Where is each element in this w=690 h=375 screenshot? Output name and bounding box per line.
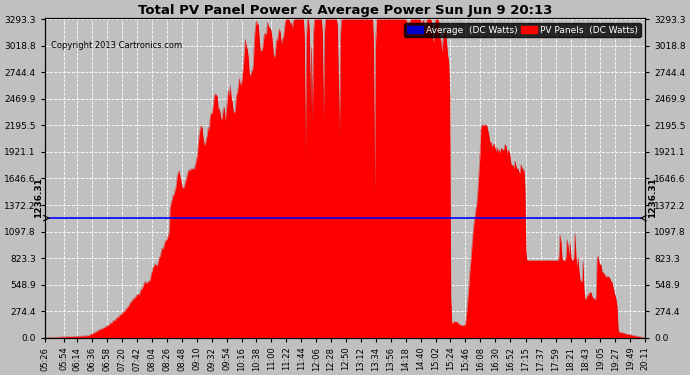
Title: Total PV Panel Power & Average Power Sun Jun 9 20:13: Total PV Panel Power & Average Power Sun… [138,4,552,17]
Text: 1236.31: 1236.31 [648,177,657,218]
Text: Copyright 2013 Cartronics.com: Copyright 2013 Cartronics.com [51,41,182,50]
Legend: Average  (DC Watts), PV Panels  (DC Watts): Average (DC Watts), PV Panels (DC Watts) [404,23,641,37]
Text: 1236.31: 1236.31 [34,177,43,218]
